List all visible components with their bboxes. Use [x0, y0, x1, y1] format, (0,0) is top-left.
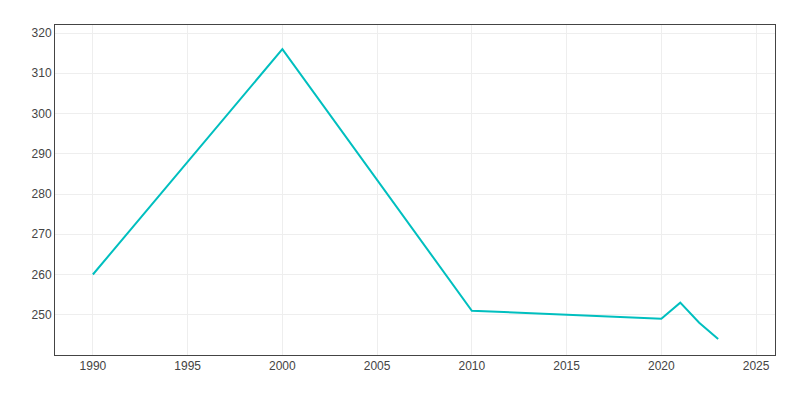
svg-text:250: 250 — [32, 308, 52, 322]
svg-text:2015: 2015 — [553, 359, 580, 373]
svg-text:2010: 2010 — [458, 359, 485, 373]
svg-text:270: 270 — [32, 227, 52, 241]
svg-text:290: 290 — [32, 147, 52, 161]
svg-text:260: 260 — [32, 268, 52, 282]
svg-text:2020: 2020 — [648, 359, 675, 373]
svg-text:300: 300 — [32, 107, 52, 121]
svg-text:280: 280 — [32, 187, 52, 201]
svg-text:2005: 2005 — [364, 359, 391, 373]
svg-text:1990: 1990 — [80, 359, 107, 373]
svg-text:320: 320 — [32, 26, 52, 40]
svg-text:1995: 1995 — [174, 359, 201, 373]
svg-text:310: 310 — [32, 66, 52, 80]
svg-text:2000: 2000 — [269, 359, 296, 373]
svg-text:2025: 2025 — [743, 359, 770, 373]
